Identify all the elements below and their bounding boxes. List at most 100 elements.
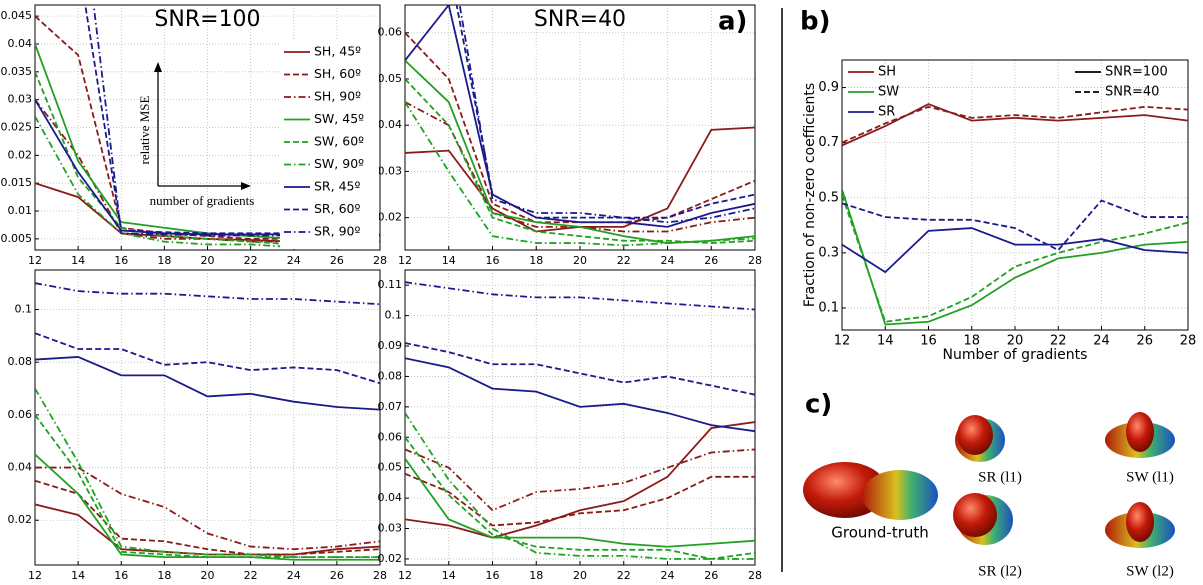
legend-label: SR — [878, 105, 895, 120]
legend-label: SNR=40 — [1105, 85, 1159, 100]
x-tick-label: 24 — [287, 569, 301, 582]
data-line — [405, 101, 755, 247]
data-line — [405, 421, 755, 539]
y-tick-label: 0.025 — [1, 121, 33, 134]
data-line — [405, 472, 755, 527]
x-tick-label: 14 — [71, 569, 85, 582]
glyph — [957, 415, 993, 455]
x-tick-label: 20 — [573, 254, 587, 267]
arrow-head — [241, 182, 251, 190]
x-tick-label: 18 — [157, 254, 171, 267]
legend-label: SR, 45º — [314, 179, 360, 194]
panel-label: c) — [805, 390, 832, 420]
annotation: relative MSE — [137, 95, 152, 164]
panel-label: a) — [718, 7, 747, 37]
y-tick-label: 0.05 — [378, 461, 403, 474]
y-tick-label: 0.04 — [378, 491, 403, 504]
data-line — [842, 227, 1188, 274]
plot-lines — [405, 281, 755, 560]
data-line — [405, 342, 755, 396]
glyph-label: SR (l2) — [978, 563, 1022, 579]
y-tick-label: 0.005 — [1, 232, 33, 245]
x-tick-label: 16 — [486, 569, 500, 582]
data-line — [455, 5, 755, 219]
x-tick-label: 18 — [529, 569, 543, 582]
y-tick-label: 0.015 — [1, 176, 33, 189]
legend-label: SH — [878, 65, 896, 80]
glyph-label: SW (l1) — [1126, 469, 1174, 485]
y-tick-label: 0.1 — [15, 303, 33, 316]
x-tick-label: 14 — [442, 254, 456, 267]
y-tick-label: 0.09 — [378, 339, 403, 352]
plot-lines — [405, 5, 755, 247]
legend-label: SW, 45º — [314, 111, 364, 126]
data-line — [35, 388, 380, 558]
x-tick-label: 14 — [71, 254, 85, 267]
y-tick-label: 0.7 — [818, 135, 839, 150]
y-tick-label: 0.3 — [818, 245, 839, 260]
data-line — [405, 32, 755, 224]
data-line — [405, 412, 755, 560]
legend-label: SNR=100 — [1105, 65, 1168, 80]
x-tick-label: 20 — [201, 254, 215, 267]
data-line — [842, 189, 1188, 326]
data-line — [842, 103, 1188, 147]
x-tick-label: 12 — [834, 334, 851, 349]
x-tick-label: 22 — [1050, 334, 1067, 349]
arrow-head — [154, 62, 162, 72]
x-tick-label: 12 — [398, 254, 412, 267]
y-tick-label: 0.01 — [8, 204, 33, 217]
x-tick-label: 28 — [373, 569, 387, 582]
glyph — [1126, 412, 1154, 452]
glyph — [953, 493, 997, 537]
data-line — [842, 105, 1188, 144]
y-axis-label: Fraction of non-zero coefficients — [802, 83, 818, 307]
data-line — [458, 5, 755, 224]
x-tick-label: 16 — [114, 254, 128, 267]
glyph-label: SR (l1) — [978, 469, 1022, 485]
plot-lines — [35, 282, 380, 561]
data-line — [405, 448, 755, 512]
data-line — [35, 479, 380, 556]
y-tick-label: 0.03 — [378, 164, 403, 177]
x-tick-label: 12 — [28, 569, 42, 582]
data-line — [405, 458, 755, 548]
x-tick-label: 26 — [1136, 334, 1153, 349]
x-tick-label: 16 — [114, 569, 128, 582]
y-tick-label: 0.08 — [378, 369, 403, 382]
y-tick-label: 0.9 — [818, 80, 839, 95]
data-line — [35, 466, 380, 551]
y-tick-label: 0.035 — [1, 65, 33, 78]
y-tick-label: 0.08 — [8, 355, 33, 368]
y-tick-label: 0.02 — [8, 148, 33, 161]
legend-label: SR, 90º — [314, 224, 360, 239]
x-tick-label: 22 — [244, 254, 258, 267]
legend-label: SW — [878, 85, 899, 100]
x-tick-label: 18 — [157, 569, 171, 582]
panel-label: b) — [800, 7, 831, 37]
glyph-label: SW (l2) — [1126, 563, 1174, 579]
y-tick-label: 0.02 — [378, 552, 403, 565]
x-tick-label: 24 — [1093, 334, 1110, 349]
x-tick-label: 14 — [877, 334, 894, 349]
y-tick-label: 0.02 — [8, 513, 33, 526]
y-tick-label: 0.04 — [378, 118, 403, 131]
legend-label: SW, 90º — [314, 156, 364, 171]
glyph-images — [803, 412, 1175, 548]
y-tick-label: 0.05 — [378, 72, 403, 85]
y-tick-label: 0.07 — [378, 400, 403, 413]
x-tick-label: 20 — [573, 569, 587, 582]
y-tick-label: 0.04 — [8, 37, 33, 50]
x-tick-label: 20 — [201, 569, 215, 582]
x-tick-label: 22 — [617, 254, 631, 267]
y-tick-label: 0.1 — [385, 309, 403, 322]
x-tick-label: 18 — [529, 254, 543, 267]
x-tick-label: 26 — [330, 569, 344, 582]
x-tick-label: 16 — [486, 254, 500, 267]
plot-frame — [34, 269, 381, 566]
legend-label: SW, 60º — [314, 134, 364, 149]
x-tick-label: 12 — [398, 569, 412, 582]
y-tick-label: 0.1 — [818, 300, 839, 315]
x-axis-label: Number of gradients — [943, 347, 1088, 363]
x-tick-label: 12 — [28, 254, 42, 267]
